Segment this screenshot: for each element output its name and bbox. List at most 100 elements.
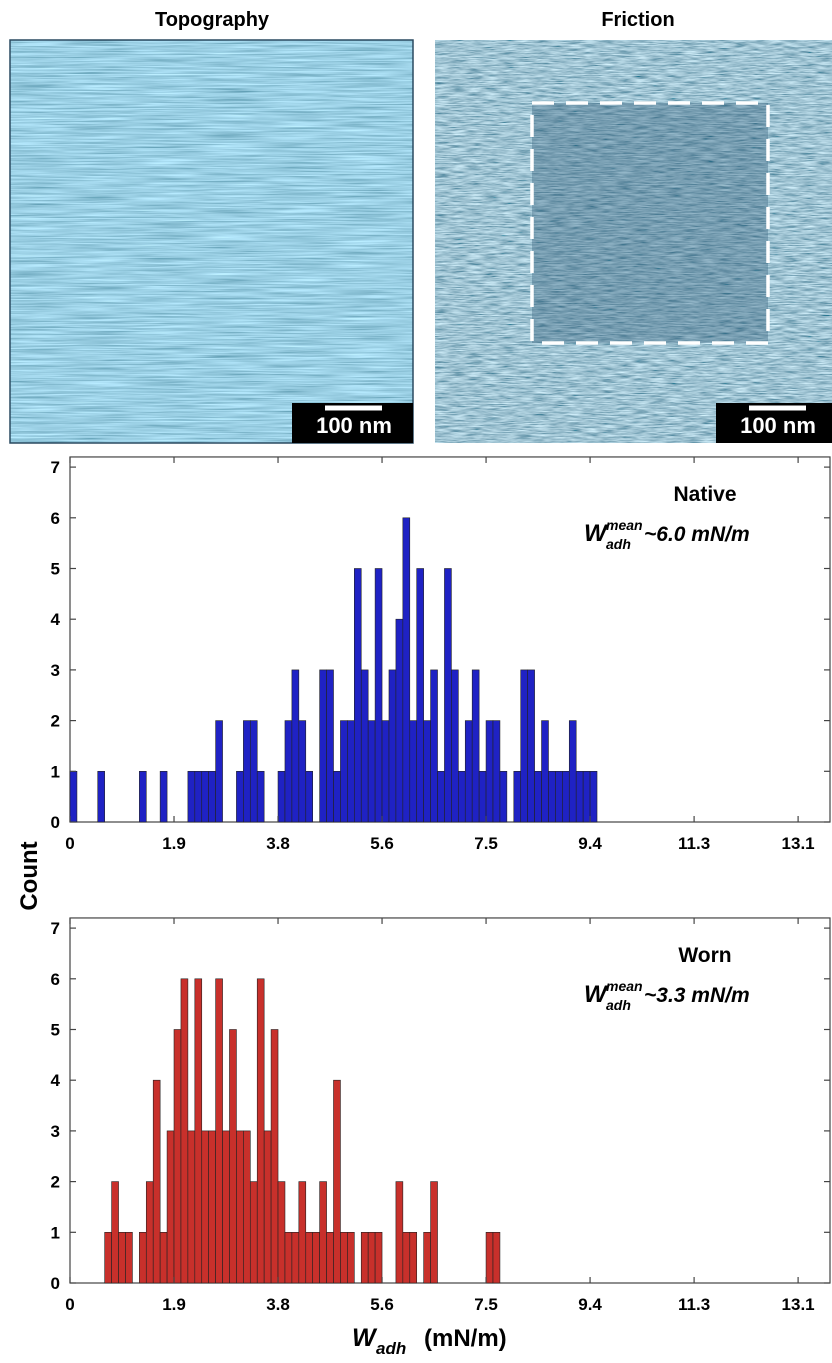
- histogram-bar: [444, 568, 452, 823]
- histogram-bar: [277, 770, 286, 823]
- histogram-bar: [582, 770, 591, 823]
- histogram-bar: [152, 1079, 161, 1284]
- annotation: Native: [673, 483, 736, 506]
- histogram-bar: [430, 669, 438, 823]
- y-tick-label: 7: [51, 458, 60, 477]
- y-tick-label: 6: [51, 509, 60, 528]
- histogram-bar: [69, 770, 78, 823]
- histogram-bar: [478, 770, 487, 823]
- x-tick-label: 0: [65, 1295, 74, 1314]
- y-tick-label: 1: [51, 762, 60, 781]
- histogram-bar: [499, 770, 508, 823]
- histogram-bar: [340, 720, 348, 823]
- histogram-bar: [409, 1232, 418, 1284]
- histogram-bar: [374, 1232, 383, 1284]
- histogram-bar: [319, 1181, 327, 1284]
- x-tick-label: 13.1: [782, 1295, 815, 1314]
- histogram-bar: [319, 669, 327, 823]
- x-tick-label: 3.8: [266, 1295, 290, 1314]
- histogram-bar: [520, 669, 528, 823]
- histogram-bar: [270, 1029, 279, 1284]
- histogram-bar: [312, 1232, 320, 1284]
- histogram-bar: [568, 720, 577, 823]
- x-axis-units: (mN/m): [424, 1325, 507, 1352]
- histogram-bar: [347, 1232, 355, 1284]
- y-tick-label: 3: [51, 661, 60, 680]
- mean-symbol: W: [584, 520, 609, 547]
- mean-subscript: adh: [606, 997, 631, 1013]
- histogram-bar: [381, 720, 390, 823]
- x-tick-label: 7.5: [474, 1295, 498, 1314]
- histogram-bar: [347, 720, 355, 823]
- y-tick-label: 2: [51, 712, 60, 731]
- mean-value: ~6.0 mN/m: [644, 523, 750, 546]
- histogram-bar: [548, 770, 556, 823]
- histogram-bar: [243, 1130, 251, 1284]
- histogram-bar: [527, 669, 535, 823]
- image-title: Friction: [601, 9, 674, 31]
- histogram-bar: [208, 770, 216, 823]
- histogram-bar: [201, 770, 209, 823]
- x-tick-label: 13.1: [782, 834, 815, 853]
- x-axis-symbol: W: [352, 1324, 378, 1352]
- x-tick-label: 9.4: [578, 1295, 602, 1314]
- histogram-bar: [360, 669, 369, 823]
- histogram-bar: [562, 770, 570, 823]
- histogram-bar: [118, 1232, 126, 1284]
- histogram-bar: [208, 1130, 216, 1284]
- histogram-bar: [236, 770, 244, 823]
- y-tick-label: 2: [51, 1173, 60, 1192]
- histogram-bar: [555, 770, 563, 823]
- y-tick-label: 4: [51, 610, 61, 629]
- histogram-bar: [284, 720, 293, 823]
- histogram-bar: [222, 1130, 230, 1284]
- x-axis-subscript: adh: [376, 1339, 406, 1358]
- histogram-bar: [388, 669, 397, 823]
- histogram-bar: [139, 770, 147, 823]
- histogram-bar: [125, 1232, 133, 1284]
- histogram-bar: [305, 1232, 314, 1284]
- y-tick-label: 6: [51, 970, 60, 989]
- histogram-bar: [492, 1232, 501, 1284]
- histogram-bar: [104, 1232, 112, 1284]
- histogram-bar: [575, 770, 584, 823]
- y-tick-label: 3: [51, 1122, 60, 1141]
- x-tick-label: 5.6: [370, 834, 394, 853]
- histogram-bar: [374, 568, 383, 823]
- histogram-bar: [291, 669, 300, 823]
- histogram-bar: [256, 770, 265, 823]
- histogram-bar: [298, 720, 307, 823]
- histograms: 0 1 2 3 4 5 6 7 0 1.9 3.8 5.6 7.5 9.4 11.3 13.1 Native W m…: [16, 456, 831, 1358]
- histogram-bar: [416, 568, 424, 823]
- histogram-bar: [471, 669, 480, 823]
- histogram-bar: [513, 770, 522, 823]
- scale-bar-label: 100 nm: [740, 413, 816, 438]
- histogram-bar: [249, 720, 258, 823]
- x-tick-label: 11.3: [678, 1295, 710, 1314]
- histogram-bar: [423, 1232, 431, 1284]
- histogram-bar: [354, 568, 362, 823]
- histogram-bar: [229, 1029, 237, 1284]
- mean-superscript: mean: [606, 978, 643, 994]
- scale-bar-label: 100 nm: [316, 413, 392, 438]
- histogram-bar: [430, 1181, 438, 1284]
- histogram-bar: [485, 1232, 494, 1284]
- x-tick-label: 7.5: [474, 834, 498, 853]
- histogram-bar: [173, 1029, 182, 1284]
- y-tick-label: 0: [51, 813, 60, 832]
- annotation: Worn: [678, 944, 731, 967]
- mean-value: ~3.3 mN/m: [644, 984, 750, 1007]
- histogram-bar: [409, 720, 418, 823]
- histogram-bar: [326, 669, 334, 823]
- friction-image: 100 nm: [435, 40, 832, 443]
- y-tick-label: 5: [51, 560, 60, 579]
- histogram-bar: [464, 720, 473, 823]
- histogram-bar: [145, 1181, 154, 1284]
- histogram-bar: [194, 978, 203, 1284]
- histogram-bar: [201, 1130, 209, 1284]
- histogram-bar: [402, 1232, 411, 1284]
- histogram-bar: [360, 1232, 369, 1284]
- y-tick-label: 7: [51, 919, 60, 938]
